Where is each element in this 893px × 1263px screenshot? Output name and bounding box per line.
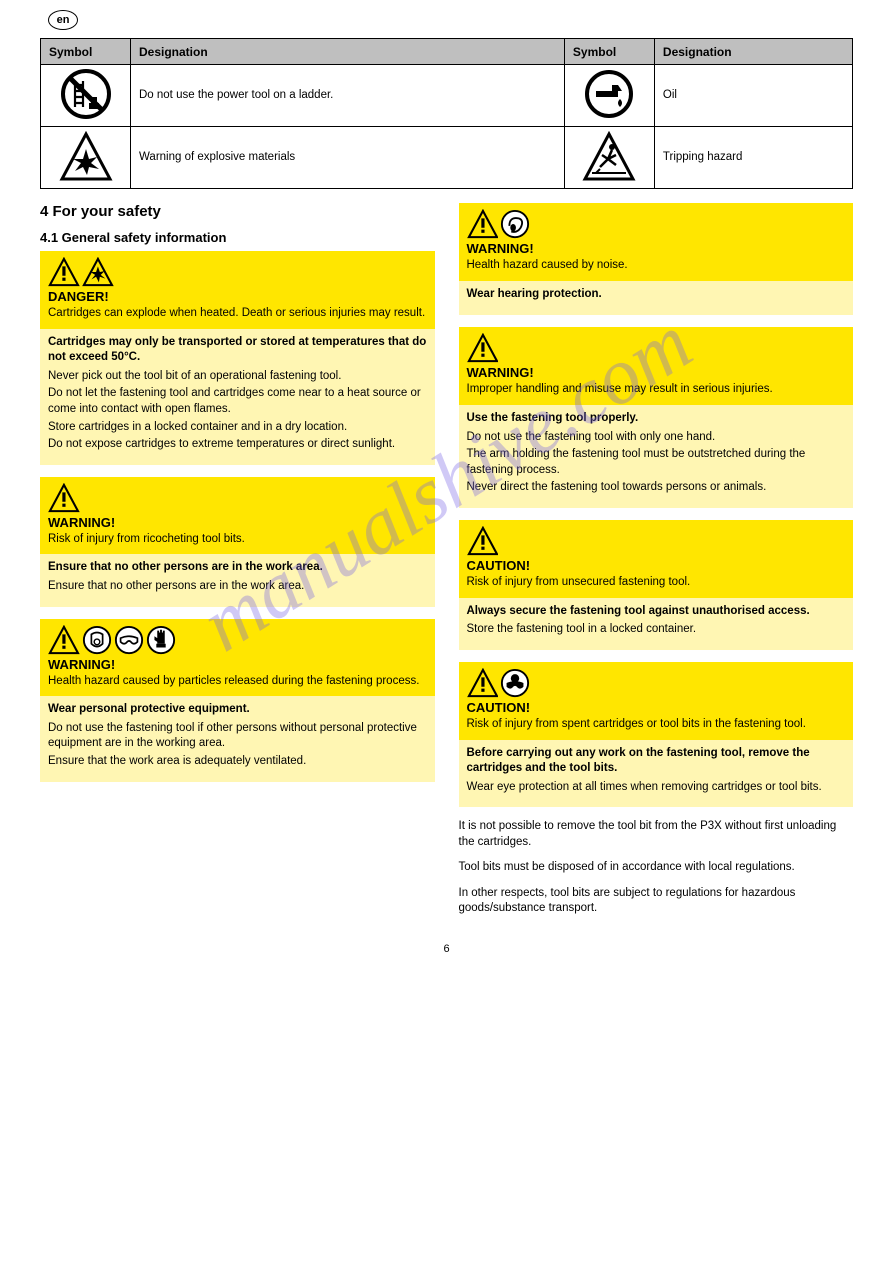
alert-icon: [48, 625, 80, 655]
oil-desc: Oil: [654, 65, 852, 127]
symbols-table: Symbol Designation Symbol Designation Do…: [40, 38, 853, 189]
ear-protection-icon: [500, 209, 530, 239]
warn-label: CAUTION!: [467, 558, 846, 573]
trip-desc: Tripping hazard: [654, 127, 852, 189]
no-ladder-icon: [41, 65, 131, 127]
th-desig-2: Designation: [654, 39, 852, 65]
warning-box: WARNING! Risk of injury from ricocheting…: [40, 477, 435, 607]
warn-body-line: Never direct the fastening tool towards …: [467, 480, 846, 496]
explosion-icon: [41, 127, 131, 189]
th-symbol-1: Symbol: [41, 39, 131, 65]
table-row: Do not use the power tool on a ladder. O…: [41, 65, 853, 127]
warn-body-line: Never pick out the tool bit of an operat…: [48, 369, 427, 385]
warn-body-lead: Wear personal protective equipment.: [48, 702, 427, 718]
warn-body-line: Do not expose cartridges to extreme temp…: [48, 437, 427, 453]
warn-label: DANGER!: [48, 289, 427, 304]
section-subtitle: 4.1 General safety information: [40, 230, 435, 245]
warning-box: WARNING! Improper handling and misuse ma…: [459, 327, 854, 508]
warn-body-line: Store cartridges in a locked container a…: [48, 420, 427, 436]
alert-icon: [48, 257, 80, 287]
oil-icon: [564, 65, 654, 127]
right-column: WARNING! Health hazard caused by noise. …: [459, 203, 854, 927]
th-symbol-2: Symbol: [564, 39, 654, 65]
warn-body-line: Store the fastening tool in a locked con…: [467, 622, 846, 638]
warn-body-line: Ensure that the work area is adequately …: [48, 754, 427, 770]
warn-body-lead: Wear hearing protection.: [467, 287, 846, 303]
alert-icon: [467, 209, 499, 239]
alert-icon: [467, 668, 499, 698]
warn-head-text: Improper handling and misuse may result …: [467, 382, 846, 397]
warn-head-text: Cartridges can explode when heated. Deat…: [48, 306, 427, 321]
language-badge: en: [48, 10, 78, 30]
page-number: 6: [443, 943, 449, 955]
warn-body-line: Wear eye protection at all times when re…: [467, 780, 846, 796]
warn-label: WARNING!: [48, 515, 427, 530]
caution-box: CAUTION! Risk of injury from spent cartr…: [459, 662, 854, 807]
free-paragraph: In other respects, tool bits are subject…: [459, 886, 854, 917]
gloves-icon: [146, 625, 176, 655]
left-column: 4 For your safety 4.1 General safety inf…: [40, 203, 435, 794]
free-paragraph: Tool bits must be disposed of in accorda…: [459, 860, 854, 876]
warn-body-line: Do not let the fastening tool and cartri…: [48, 386, 427, 417]
warn-head-text: Health hazard caused by particles releas…: [48, 674, 427, 689]
warn-body-line: The arm holding the fastening tool must …: [467, 447, 846, 478]
warning-box: WARNING! Health hazard caused by particl…: [40, 619, 435, 782]
warn-label: WARNING!: [467, 365, 846, 380]
warn-body-lead: Before carrying out any work on the fast…: [467, 746, 846, 777]
alert-icon: [467, 526, 499, 556]
warn-body-line: Do not use the fastening tool with only …: [467, 430, 846, 446]
mask-icon: [82, 625, 112, 655]
warn-label: WARNING!: [48, 657, 427, 672]
warning-box: WARNING! Health hazard caused by noise. …: [459, 203, 854, 315]
section-title: 4 For your safety: [40, 203, 435, 220]
warn-head-text: Risk of injury from spent cartridges or …: [467, 717, 846, 732]
goggles-icon: [500, 668, 530, 698]
warn-body-lead: Ensure that no other persons are in the …: [48, 560, 427, 576]
caution-box: CAUTION! Risk of injury from unsecured f…: [459, 520, 854, 650]
warn-body-line: Do not use the fastening tool if other p…: [48, 721, 427, 752]
explosion-icon: [82, 257, 114, 287]
warn-head-text: Health hazard caused by noise.: [467, 258, 846, 273]
no-ladder-desc: Do not use the power tool on a ladder.: [131, 65, 565, 127]
warn-body-lead: Cartridges may only be transported or st…: [48, 335, 427, 366]
table-row: Warning of explosive materials Tripping …: [41, 127, 853, 189]
explosion-desc: Warning of explosive materials: [131, 127, 565, 189]
warn-body-line: Ensure that no other persons are in the …: [48, 579, 427, 595]
trip-icon: [564, 127, 654, 189]
warn-head-text: Risk of injury from ricocheting tool bit…: [48, 532, 427, 547]
alert-icon: [48, 483, 80, 513]
warn-body-lead: Use the fastening tool properly.: [467, 411, 846, 427]
free-paragraph: It is not possible to remove the tool bi…: [459, 819, 854, 850]
alert-icon: [467, 333, 499, 363]
warn-label: CAUTION!: [467, 700, 846, 715]
warn-body-lead: Always secure the fastening tool against…: [467, 604, 846, 620]
warn-label: WARNING!: [467, 241, 846, 256]
th-desig-1: Designation: [131, 39, 565, 65]
danger-box: DANGER! Cartridges can explode when heat…: [40, 251, 435, 465]
goggles-icon: [114, 625, 144, 655]
warn-head-text: Risk of injury from unsecured fastening …: [467, 575, 846, 590]
